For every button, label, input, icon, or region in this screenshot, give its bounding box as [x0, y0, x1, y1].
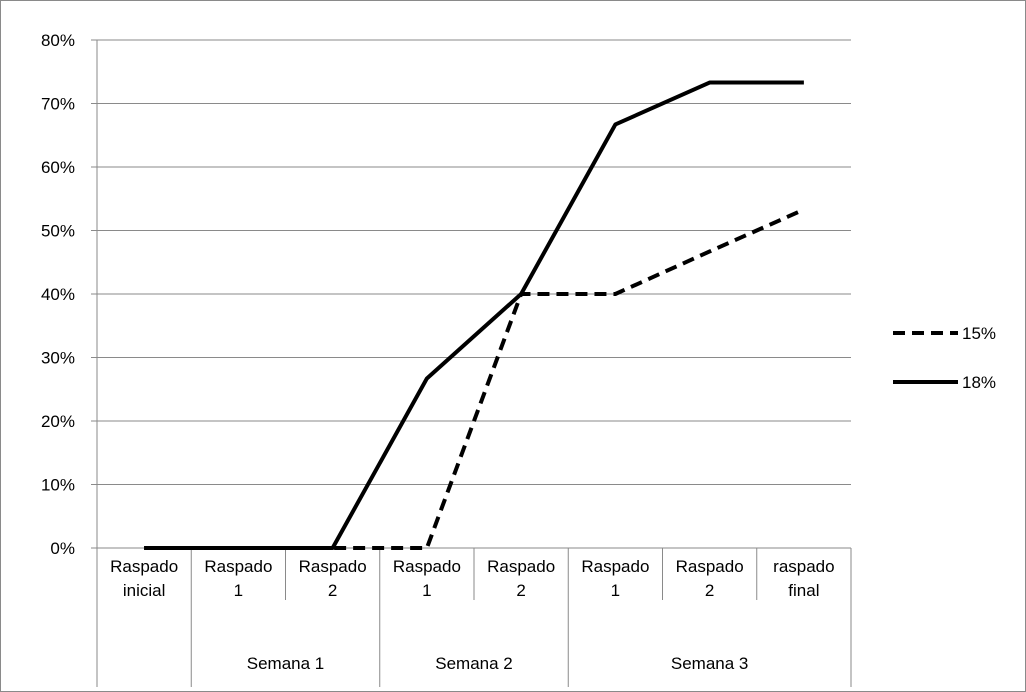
x-tick-label: Raspado [110, 557, 178, 576]
x-tick-label: 1 [234, 581, 243, 600]
x-group-label: Semana 1 [247, 654, 325, 673]
series-lines [144, 80, 805, 550]
y-tick-label: 20% [41, 412, 75, 431]
legend: 15% 18% [893, 324, 996, 392]
axes [96, 40, 852, 687]
series-line-15pct [144, 207, 805, 550]
legend-label: 15% [962, 324, 996, 343]
y-tick-label: 40% [41, 285, 75, 304]
x-tick-label: Raspado [204, 557, 272, 576]
x-tick-label: Raspado [487, 557, 555, 576]
axis-labels: 0% 10% 20% 30% 40% 50% 60% 70% 80% Raspado inicial… [41, 31, 835, 673]
x-tick-label: 2 [328, 581, 337, 600]
y-tick-label: 60% [41, 158, 75, 177]
y-tick-label: 30% [41, 349, 75, 368]
x-tick-label: Raspado [676, 557, 744, 576]
x-tick-label: inicial [123, 581, 166, 600]
y-tick-label: 0% [50, 539, 75, 558]
y-tick-label: 10% [41, 476, 75, 495]
x-group-label: Semana 2 [435, 654, 513, 673]
x-tick-label: Raspado [393, 557, 461, 576]
x-tick-label: raspado [773, 557, 834, 576]
legend-label: 18% [962, 373, 996, 392]
gridlines [91, 39, 851, 549]
series-line-18pct [144, 80, 804, 550]
y-tick-label: 70% [41, 95, 75, 114]
x-group-label: Semana 3 [671, 654, 749, 673]
x-tick-label: 1 [611, 581, 620, 600]
x-tick-label: 2 [705, 581, 714, 600]
x-tick-label: Raspado [581, 557, 649, 576]
x-tick-label: 2 [516, 581, 525, 600]
x-tick-label: 1 [422, 581, 431, 600]
y-tick-label: 50% [41, 222, 75, 241]
x-tick-label: final [788, 581, 819, 600]
y-tick-label: 80% [41, 31, 75, 50]
x-tick-label: Raspado [299, 557, 367, 576]
